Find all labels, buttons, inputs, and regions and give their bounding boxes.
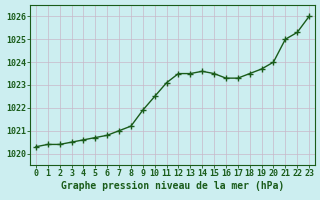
X-axis label: Graphe pression niveau de la mer (hPa): Graphe pression niveau de la mer (hPa) — [61, 181, 284, 191]
